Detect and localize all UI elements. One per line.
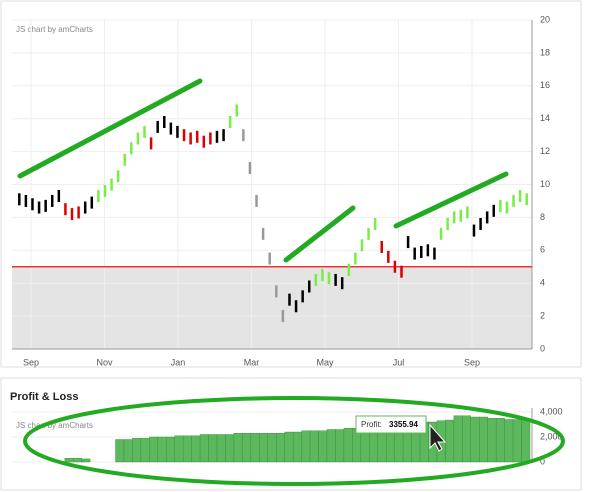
bar — [318, 430, 328, 463]
x-tick-label: Sep — [464, 357, 480, 367]
trend-line — [393, 171, 509, 229]
y-tick-label: 16 — [540, 80, 550, 90]
bar — [495, 418, 505, 463]
tooltip-label: Profit: — [361, 420, 382, 429]
credit: JS chart by amCharts — [16, 25, 93, 34]
bar — [521, 419, 531, 463]
bar — [326, 429, 336, 463]
trend-line — [17, 78, 203, 179]
bar — [81, 458, 91, 463]
bar — [191, 435, 201, 463]
y-tick-label: 0 — [540, 456, 545, 466]
top-panel — [0, 0, 582, 368]
annotations — [17, 78, 565, 486]
bar — [301, 430, 311, 463]
bar — [115, 439, 125, 463]
bar — [166, 436, 175, 463]
x-tick-label: Jan — [171, 357, 186, 367]
cursor — [429, 423, 447, 452]
bar — [250, 433, 260, 463]
bar — [512, 419, 522, 463]
y-tick-label: 20 — [540, 14, 550, 24]
bar — [470, 416, 480, 463]
bar — [453, 415, 463, 463]
bar — [233, 433, 243, 463]
x-tick-label: Nov — [96, 357, 113, 367]
bar — [504, 419, 514, 463]
y-tick-label: 4,000 — [540, 406, 563, 416]
bar — [199, 434, 209, 463]
y-tick-label: 18 — [540, 47, 550, 57]
bar — [445, 419, 455, 463]
bar — [267, 433, 277, 463]
bar — [182, 435, 192, 463]
y-tick-label: 0 — [540, 343, 545, 353]
panel-title: Profit & Loss — [10, 391, 78, 403]
bar — [208, 434, 218, 463]
y-tick-label: 2 — [540, 310, 545, 320]
bar — [174, 435, 184, 463]
x-tick-label: May — [316, 357, 334, 367]
tooltip-box — [355, 415, 427, 434]
bar — [462, 415, 471, 463]
bottom-panel — [0, 377, 582, 491]
bar — [140, 438, 150, 463]
tooltip: Profit: 3355.94 — [355, 415, 427, 434]
bar — [276, 433, 285, 463]
credit: JS chart by amCharts — [16, 421, 93, 430]
y-tick-label: 2,000 — [540, 431, 563, 441]
bar — [309, 430, 319, 463]
bar — [225, 434, 235, 463]
bar — [242, 433, 252, 463]
bar — [284, 431, 294, 463]
y-tick-label: 12 — [540, 146, 550, 156]
y-tick-label: 6 — [540, 245, 545, 255]
y-tick-label: 4 — [540, 278, 545, 288]
bar — [149, 436, 159, 463]
x-tick-label: Jul — [393, 357, 405, 367]
x-tick-label: Sep — [23, 357, 39, 367]
bar — [64, 458, 74, 463]
bar — [259, 433, 268, 463]
tooltip-value: 3355.94 — [389, 420, 418, 429]
bar — [123, 439, 133, 463]
bar — [292, 431, 302, 463]
below-threshold-fill — [12, 266, 532, 349]
highlight-ellipse — [23, 396, 565, 486]
y-tick-label: 8 — [540, 212, 545, 222]
bar — [73, 458, 82, 463]
price-plot: 0 2 4 6 8 10 12 14 16 18 20 Sep Nov Jan Mar May Jul Sep — [12, 14, 550, 367]
y-tick-label: 14 — [540, 113, 550, 123]
trend-line — [283, 205, 356, 263]
bar — [487, 418, 497, 463]
y-tick-label: 10 — [540, 179, 550, 189]
pnl-plot: 0 2,000 4,000 — [12, 406, 563, 466]
bar — [343, 428, 353, 463]
bar — [479, 416, 488, 463]
x-tick-label: Mar — [244, 357, 260, 367]
bar — [132, 438, 142, 463]
bar — [157, 436, 167, 463]
bar — [216, 434, 226, 463]
bar — [335, 429, 345, 463]
